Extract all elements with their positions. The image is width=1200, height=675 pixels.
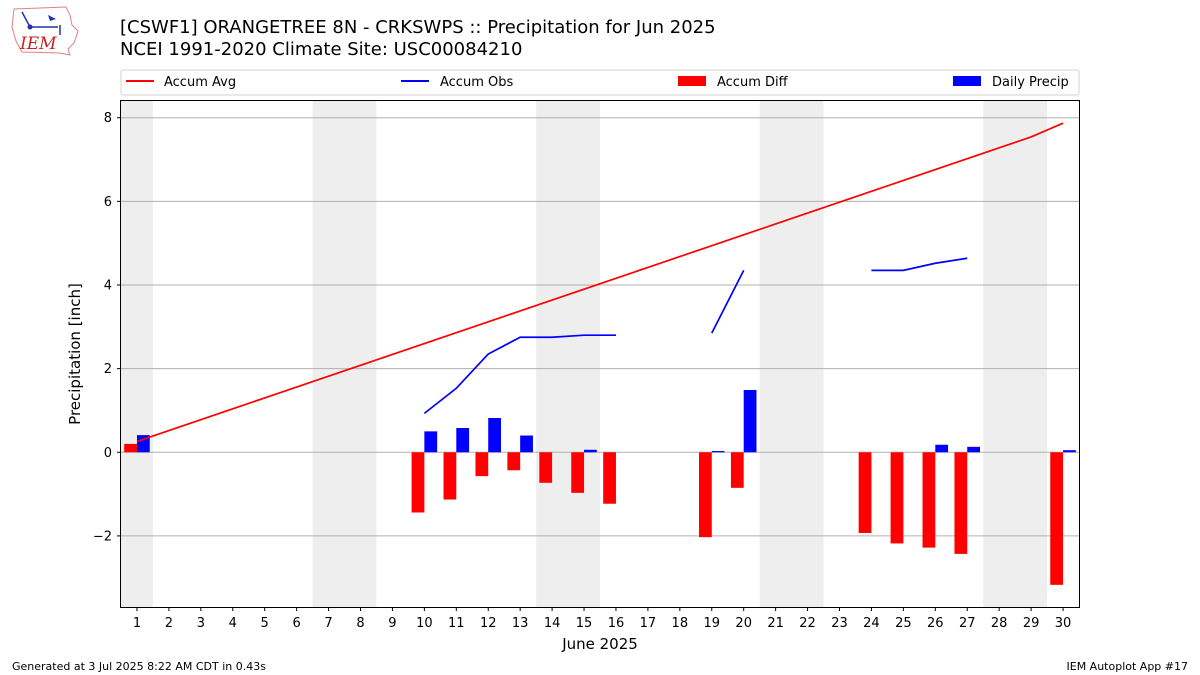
accum-avg-line	[136, 122, 1064, 443]
daily-precip-bar	[743, 389, 757, 453]
accum-diff-bar	[411, 452, 425, 513]
accum-diff-bar	[475, 452, 489, 477]
y-tick-label: 2	[104, 362, 112, 377]
legend-swatch-accum-diff	[678, 76, 706, 86]
accum-obs-line	[423, 334, 616, 415]
x-tick-label: 9	[388, 616, 396, 631]
weekend-band	[759, 101, 824, 607]
x-tick-label: 8	[356, 616, 364, 631]
x-tick-label: 21	[767, 616, 784, 631]
plot-frame	[120, 100, 1080, 608]
accum-diff-bar	[1050, 452, 1064, 585]
daily-precip-bar	[520, 435, 533, 453]
x-tick-label: 14	[544, 616, 561, 631]
y-tick-label: 0	[104, 446, 112, 461]
x-tick-label: 16	[608, 616, 625, 631]
daily-precip-bar	[967, 446, 981, 453]
daily-precip-bar	[136, 435, 150, 453]
x-tick-label: 28	[991, 616, 1008, 631]
y-tick-label: 4	[104, 279, 112, 294]
daily-precip-bar	[488, 417, 502, 453]
accum-diff-bar	[922, 452, 936, 548]
bars	[124, 389, 1076, 585]
x-tick-label: 24	[863, 616, 880, 631]
accum-diff-bar	[858, 452, 872, 533]
x-tick-label: 12	[480, 616, 497, 631]
footer-generated: Generated at 3 Jul 2025 8:22 AM CDT in 0…	[12, 660, 266, 673]
x-tick-label: 11	[448, 616, 465, 631]
accum-diff-bar	[507, 452, 521, 471]
x-tick-label: 25	[895, 616, 912, 631]
weekend-band	[312, 101, 377, 607]
legend: Accum Avg Accum Obs Accum Diff Daily Pre…	[120, 69, 1080, 96]
accum-diff-bar	[124, 443, 137, 453]
daily-precip-bar	[424, 431, 438, 453]
accum-diff-bar	[571, 452, 585, 493]
y-tick-label: 6	[104, 195, 112, 210]
legend-label-daily-precip: Daily Precip	[992, 75, 1069, 90]
x-tick-label: 3	[197, 616, 205, 631]
weekend-band	[121, 101, 153, 607]
legend-frame	[120, 69, 1080, 96]
grid-lines	[121, 117, 1079, 537]
x-tick-label: 2	[165, 616, 173, 631]
x-tick-label: 17	[640, 616, 657, 631]
x-tick-label: 26	[927, 616, 944, 631]
daily-precip-bar	[456, 428, 470, 453]
x-axis-label: June 2025	[561, 635, 638, 653]
weekend-band	[536, 101, 600, 607]
x-tick-label: 29	[1023, 616, 1040, 631]
x-tick-label: 18	[672, 616, 689, 631]
legend-label-accum-obs: Accum Obs	[440, 75, 513, 90]
x-tick-label: 13	[512, 616, 529, 631]
daily-precip-bar	[711, 451, 725, 453]
x-tick-label: 5	[261, 616, 269, 631]
weekend-shading	[121, 101, 1048, 607]
legend-label-accum-avg: Accum Avg	[164, 75, 236, 90]
x-tick-label: 4	[229, 616, 237, 631]
accum-diff-bar	[603, 452, 616, 504]
footer-app: IEM Autoplot App #17	[1066, 660, 1189, 673]
accum-diff-bar	[539, 452, 553, 483]
x-tick-label: 15	[576, 616, 593, 631]
x-tick-label: 27	[959, 616, 976, 631]
series-lines	[136, 122, 1064, 443]
svg-text:IEM: IEM	[19, 34, 57, 54]
x-tick-label: 1	[133, 616, 141, 631]
chart-title: [CSWF1] ORANGETREE 8N - CRKSWPS :: Preci…	[120, 17, 716, 38]
iem-logo: IEM	[8, 5, 82, 61]
accum-diff-bar	[698, 452, 712, 538]
y-tick-label: −2	[93, 529, 112, 544]
y-axis-label: Precipitation [inch]	[66, 283, 84, 425]
daily-precip-bar	[935, 444, 949, 453]
x-tick-label: 7	[324, 616, 332, 631]
x-tick-label: 20	[735, 616, 752, 631]
x-tick-label: 10	[416, 616, 433, 631]
x-tick-label: 23	[831, 616, 848, 631]
accum-obs-line	[711, 269, 745, 334]
accum-diff-bar	[730, 452, 744, 488]
daily-precip-bar	[1063, 450, 1076, 453]
legend-swatch-daily-precip	[953, 76, 981, 86]
accum-diff-bar	[443, 452, 457, 500]
accum-diff-bar	[890, 452, 904, 544]
accum-diff-bar	[954, 452, 968, 554]
x-tick-label: 6	[292, 616, 300, 631]
chart-subtitle: NCEI 1991-2020 Climate Site: USC00084210	[120, 39, 523, 60]
x-tick-label: 22	[799, 616, 816, 631]
daily-precip-bar	[584, 449, 597, 453]
x-tick-label: 19	[703, 616, 720, 631]
accum-obs-line	[871, 257, 968, 272]
weekend-band	[983, 101, 1048, 607]
legend-label-accum-diff: Accum Diff	[717, 75, 789, 90]
y-tick-label: 8	[104, 111, 112, 126]
x-tick-label: 30	[1055, 616, 1072, 631]
